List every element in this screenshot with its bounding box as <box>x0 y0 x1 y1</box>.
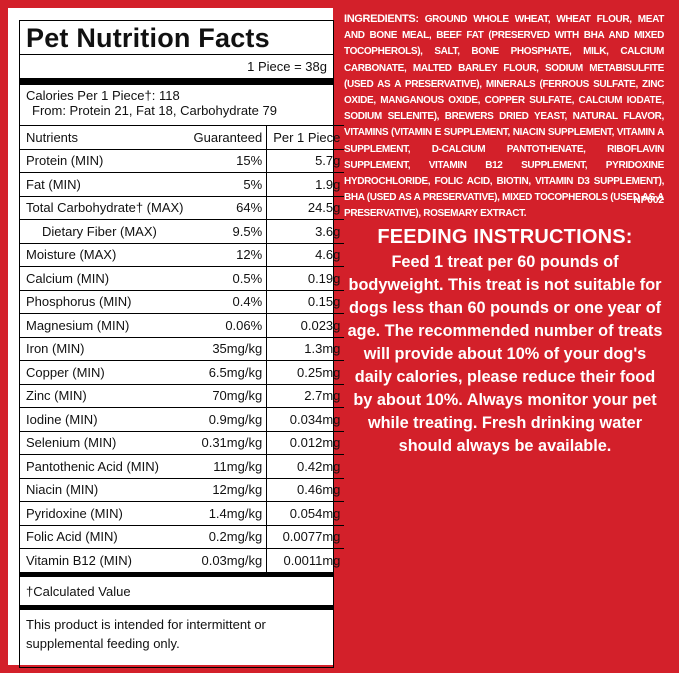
nutrient-row: Calcium (MIN) 0.5% 0.19g <box>20 266 345 290</box>
cell: 0.03mg/kg <box>187 548 267 572</box>
cell: Iodine (MIN) <box>20 407 188 431</box>
cell: 3.6g <box>266 219 345 243</box>
cell: 0.023g <box>266 313 345 337</box>
cell: Zinc (MIN) <box>20 383 188 408</box>
nutrient-row: Iodine (MIN) 0.9mg/kg 0.034mg <box>20 407 345 431</box>
cell: 64% <box>187 195 267 220</box>
cell: 35mg/kg <box>187 336 267 361</box>
cell: 0.012mg <box>266 430 345 455</box>
nutrient-row: Pyridoxine (MIN) 1.4mg/kg 0.054mg <box>20 501 345 525</box>
cell: Pantothenic Acid (MIN) <box>20 454 188 478</box>
ingredients: INGREDIENTS: GROUND WHOLE WHEAT, WHEAT F… <box>344 11 664 223</box>
cell: 11mg/kg <box>187 454 267 478</box>
note: This product is intended for intermitten… <box>20 604 333 658</box>
cell: Copper (MIN) <box>20 360 188 384</box>
nutrition-panel: Pet Nutrition Facts 1 Piece = 38g Calori… <box>8 8 345 668</box>
nutrient-row: Niacin (MIN) 12mg/kg 0.46mg <box>20 477 345 502</box>
nutrient-row: Phosphorus (MIN) 0.4% 0.15g <box>20 289 345 314</box>
cell: 6.5mg/kg <box>187 360 267 384</box>
cell: Niacin (MIN) <box>20 477 188 502</box>
product-code: NP002 <box>633 195 664 206</box>
header: Nutrients <box>20 125 188 149</box>
cell: Magnesium (MIN) <box>20 313 188 337</box>
cell: 15% <box>187 148 267 173</box>
feeding: FEEDING INSTRUCTIONS: Feed 1 treat per 6… <box>344 226 666 458</box>
cell: 0.19g <box>266 266 345 290</box>
cell: 24.5g <box>266 195 345 220</box>
cell: 0.4% <box>187 289 267 314</box>
cell: 12% <box>187 242 267 267</box>
cell: 0.2mg/kg <box>187 524 267 549</box>
nutrient-row: Iron (MIN) 35mg/kg 1.3mg <box>20 336 345 361</box>
divider <box>20 78 333 85</box>
nutrient-row: Vitamin B12 (MIN) 0.03mg/kg 0.0011mg <box>20 548 345 572</box>
cell: 5% <box>187 172 267 196</box>
cell: 0.31mg/kg <box>187 430 267 455</box>
cell: 0.25mg <box>266 360 345 384</box>
nutrient-row: Zinc (MIN) 70mg/kg 2.7mg <box>20 383 345 408</box>
cell: Folic Acid (MIN) <box>20 524 188 549</box>
nutrient-row: Copper (MIN) 6.5mg/kg 0.25mg <box>20 360 345 384</box>
nutrient-row: Total Carbohydrate† (MAX) 64% 24.5g <box>20 195 345 220</box>
ingredients-text: GROUND WHOLE WHEAT, WHEAT FLOUR, MEAT AN… <box>344 14 664 220</box>
title: Pet Nutrition Facts <box>26 23 270 53</box>
cell: 2.7mg <box>266 383 345 408</box>
cell: Protein (MIN) <box>20 148 188 173</box>
calories: Calories Per 1 Piece†: 118 <box>26 88 180 103</box>
feeding-text: Feed 1 treat per 60 pounds of bodyweight… <box>347 253 663 455</box>
cell: 1.9g <box>266 172 345 196</box>
feeding-title: FEEDING INSTRUCTIONS: <box>377 226 633 248</box>
header: Per 1 Piece <box>266 125 345 149</box>
cell: 0.034mg <box>266 407 345 431</box>
cell: Iron (MIN) <box>20 336 188 361</box>
nutrient-row: Magnesium (MIN) 0.06% 0.023g <box>20 313 345 337</box>
nutrient-table: Nutrients Guaranteed Per 1 Piece Protein… <box>20 125 345 572</box>
cell: 0.42mg <box>266 454 345 478</box>
header: Guaranteed <box>187 125 267 149</box>
calories-from: From: Protein 21, Fat 18, Carbohydrate 7… <box>32 103 277 118</box>
cell: Fat (MIN) <box>20 172 188 196</box>
cell: Pyridoxine (MIN) <box>20 501 188 525</box>
ingredients-label: INGREDIENTS: <box>344 13 419 25</box>
cell: 1.3mg <box>266 336 345 361</box>
nutrient-row: Selenium (MIN) 0.31mg/kg 0.012mg <box>20 430 345 455</box>
cell: 0.5% <box>187 266 267 290</box>
cell: Total Carbohydrate† (MAX) <box>20 195 188 220</box>
nutrient-row: Dietary Fiber (MAX) 9.5% 3.6g <box>20 219 345 243</box>
cell: 9.5% <box>187 219 267 243</box>
cell: 0.0077mg <box>266 524 345 549</box>
header-row: Nutrients Guaranteed Per 1 Piece <box>20 125 345 149</box>
cell: 0.054mg <box>266 501 345 525</box>
cell: 1.4mg/kg <box>187 501 267 525</box>
footnote: †Calculated Value <box>20 571 333 605</box>
nutrient-row: Protein (MIN) 15% 5.7g <box>20 148 345 173</box>
serving: 1 Piece = 38g <box>20 54 333 78</box>
cell: Phosphorus (MIN) <box>20 289 188 314</box>
cell: 0.46mg <box>266 477 345 502</box>
nutrient-row: Folic Acid (MIN) 0.2mg/kg 0.0077mg <box>20 524 345 549</box>
nutrient-row: Fat (MIN) 5% 1.9g <box>20 172 345 196</box>
cell: 0.9mg/kg <box>187 407 267 431</box>
cell: Calcium (MIN) <box>20 266 188 290</box>
nutrient-row: Pantothenic Acid (MIN) 11mg/kg 0.42mg <box>20 454 345 478</box>
cell: 5.7g <box>266 148 345 173</box>
nutrient-row: Moisture (MAX) 12% 4.6g <box>20 242 345 267</box>
cell: Dietary Fiber (MAX) <box>20 219 188 243</box>
cell: 4.6g <box>266 242 345 267</box>
cell: 0.0011mg <box>266 548 345 572</box>
nutrition-box: Pet Nutrition Facts 1 Piece = 38g Calori… <box>19 20 345 668</box>
cell: 0.15g <box>266 289 345 314</box>
cell: Moisture (MAX) <box>20 242 188 267</box>
cell: 0.06% <box>187 313 267 337</box>
cell: Selenium (MIN) <box>20 430 188 455</box>
cell: 70mg/kg <box>187 383 267 408</box>
cell: 12mg/kg <box>187 477 267 502</box>
cell: Vitamin B12 (MIN) <box>20 548 188 572</box>
